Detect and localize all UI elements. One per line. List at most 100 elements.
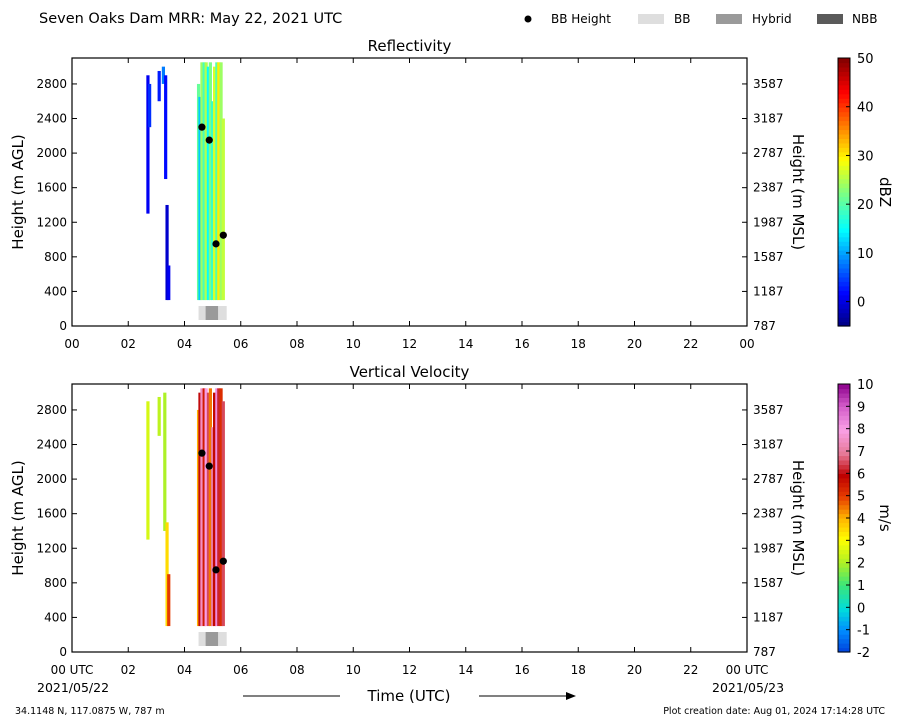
colorbar-segment bbox=[838, 156, 850, 162]
colorbar-segment bbox=[838, 303, 850, 309]
colorbar-segment bbox=[838, 477, 850, 483]
data-column bbox=[204, 62, 208, 301]
colorbar-segment bbox=[838, 464, 850, 470]
colorbar-segment bbox=[838, 183, 850, 189]
colorbar-segment bbox=[838, 259, 850, 265]
colorbar-tick-label: 10 bbox=[857, 247, 874, 262]
colorbar-segment bbox=[838, 227, 850, 233]
data-column bbox=[208, 62, 212, 301]
colorbar-segment bbox=[838, 317, 850, 323]
bb-height-point bbox=[205, 136, 213, 144]
y-tick-label: 1200 bbox=[36, 541, 67, 555]
colorbar-segment bbox=[838, 459, 850, 465]
station-coordinates: 34.1148 N, 117.0875 W, 787 m bbox=[15, 706, 165, 717]
colorbar-segment bbox=[838, 522, 850, 528]
colorbar-segment bbox=[838, 62, 850, 68]
colorbar-segment bbox=[838, 321, 850, 327]
colorbar-segment bbox=[838, 58, 850, 64]
colorbar-segment bbox=[838, 147, 850, 153]
data-column bbox=[167, 265, 171, 301]
x-tick-label: 14 bbox=[458, 663, 473, 677]
colorbar-segment bbox=[838, 428, 850, 434]
data-column bbox=[198, 96, 202, 301]
x-axis-label: Time (UTC) bbox=[367, 687, 451, 705]
colorbar-tick-label: 30 bbox=[857, 149, 874, 164]
colorbar-segment bbox=[838, 455, 850, 461]
x-tick-label: 18 bbox=[571, 663, 586, 677]
colorbar-tick-label: 0 bbox=[857, 601, 865, 616]
y-tick-label: 2800 bbox=[36, 77, 67, 91]
x-tick-label: 02 bbox=[121, 337, 136, 351]
y2-tick-label: 2387 bbox=[753, 507, 784, 521]
y-tick-label: 800 bbox=[44, 250, 67, 264]
data-column bbox=[202, 388, 206, 627]
colorbar-segment bbox=[838, 133, 850, 139]
x-tick-label: 04 bbox=[177, 663, 192, 677]
data-column bbox=[217, 62, 221, 301]
colorbar-segment bbox=[838, 272, 850, 278]
data-column bbox=[221, 118, 225, 301]
legend-item-bb-height: BB Height bbox=[524, 12, 611, 26]
data-column bbox=[215, 388, 219, 627]
colorbar-segment bbox=[838, 634, 850, 640]
colorbar-segment bbox=[838, 250, 850, 256]
colorbar-segment bbox=[838, 437, 850, 443]
data-column bbox=[200, 62, 204, 301]
y2-tick-label: 3187 bbox=[753, 112, 784, 126]
colorbar-segment bbox=[838, 397, 850, 403]
bb-class-segment bbox=[218, 632, 227, 646]
colorbar-segment bbox=[838, 160, 850, 166]
legend-swatch bbox=[716, 14, 742, 24]
colorbar-segment bbox=[838, 232, 850, 238]
colorbar-segment bbox=[838, 218, 850, 224]
y2-tick-label: 1987 bbox=[753, 541, 784, 555]
x-tick-label: 00 bbox=[739, 337, 754, 351]
plot-creation-date: Plot creation date: Aug 01, 2024 17:14:2… bbox=[663, 706, 885, 717]
colorbar-segment bbox=[838, 491, 850, 497]
colorbar-segment bbox=[838, 410, 850, 416]
colorbar-segment bbox=[838, 593, 850, 599]
colorbar-segment bbox=[838, 598, 850, 604]
data-column bbox=[221, 401, 225, 627]
data-column bbox=[200, 388, 204, 627]
panel-title: Vertical Velocity bbox=[350, 363, 470, 381]
colorbar-segment bbox=[838, 567, 850, 573]
y2-axis-label: Height (m MSL) bbox=[789, 460, 807, 576]
time-arrow-head bbox=[566, 692, 576, 700]
legend-item-hybrid: Hybrid bbox=[716, 12, 792, 26]
y2-tick-label: 1587 bbox=[753, 576, 784, 590]
data-columns bbox=[146, 388, 225, 627]
data-column bbox=[212, 66, 217, 301]
colorbar-tick-label: 3 bbox=[857, 534, 865, 549]
data-column bbox=[206, 66, 211, 301]
colorbar-segment bbox=[838, 205, 850, 211]
y-tick-label: 2400 bbox=[36, 112, 67, 126]
x-tick-label: 14 bbox=[458, 337, 473, 351]
colorbar-segment bbox=[838, 540, 850, 546]
colorbar-segment bbox=[838, 509, 850, 515]
data-column bbox=[211, 427, 215, 627]
colorbar-tick-label: 9 bbox=[857, 400, 865, 415]
colorbar-segment bbox=[838, 513, 850, 519]
bb-class-segment bbox=[218, 306, 227, 320]
data-column bbox=[208, 388, 212, 627]
colorbar-tick-label: 2 bbox=[857, 557, 865, 572]
colorbar-segment bbox=[838, 71, 850, 77]
colorbar-segment bbox=[838, 558, 850, 564]
legend-label: BB bbox=[674, 12, 690, 26]
colorbar-tick-label: 8 bbox=[857, 423, 865, 438]
colorbar-tick-label: -2 bbox=[857, 646, 870, 661]
plot-frame bbox=[71, 383, 748, 653]
colorbar-tick-label: 7 bbox=[857, 445, 865, 460]
y-tick-label: 2400 bbox=[36, 438, 67, 452]
colorbar-segment bbox=[838, 611, 850, 617]
x-tick-label: 12 bbox=[402, 337, 417, 351]
x-tick-label: 02 bbox=[121, 663, 136, 677]
bb-class-segment bbox=[205, 306, 219, 320]
y2-tick-label: 1587 bbox=[753, 250, 784, 264]
y-axis-label: Height (m AGL) bbox=[9, 460, 27, 575]
colorbar-segment bbox=[838, 602, 850, 608]
colorbar-segment bbox=[838, 165, 850, 171]
colorbar-segment bbox=[838, 406, 850, 412]
